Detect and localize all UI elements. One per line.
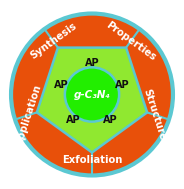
Circle shape	[65, 67, 119, 122]
Text: AP: AP	[115, 80, 130, 90]
Circle shape	[11, 14, 173, 175]
Text: Exfoliation: Exfoliation	[62, 156, 122, 166]
Text: AP: AP	[103, 115, 118, 125]
Text: Application: Application	[15, 83, 44, 147]
Text: Properties: Properties	[104, 20, 158, 62]
Text: Synthesis: Synthesis	[28, 21, 78, 61]
Text: AP: AP	[54, 80, 69, 90]
Text: Structure: Structure	[142, 88, 168, 142]
Text: g-C₃N₄: g-C₃N₄	[74, 90, 110, 99]
Text: AP: AP	[85, 58, 99, 68]
Text: AP: AP	[66, 115, 81, 125]
Polygon shape	[37, 48, 147, 153]
